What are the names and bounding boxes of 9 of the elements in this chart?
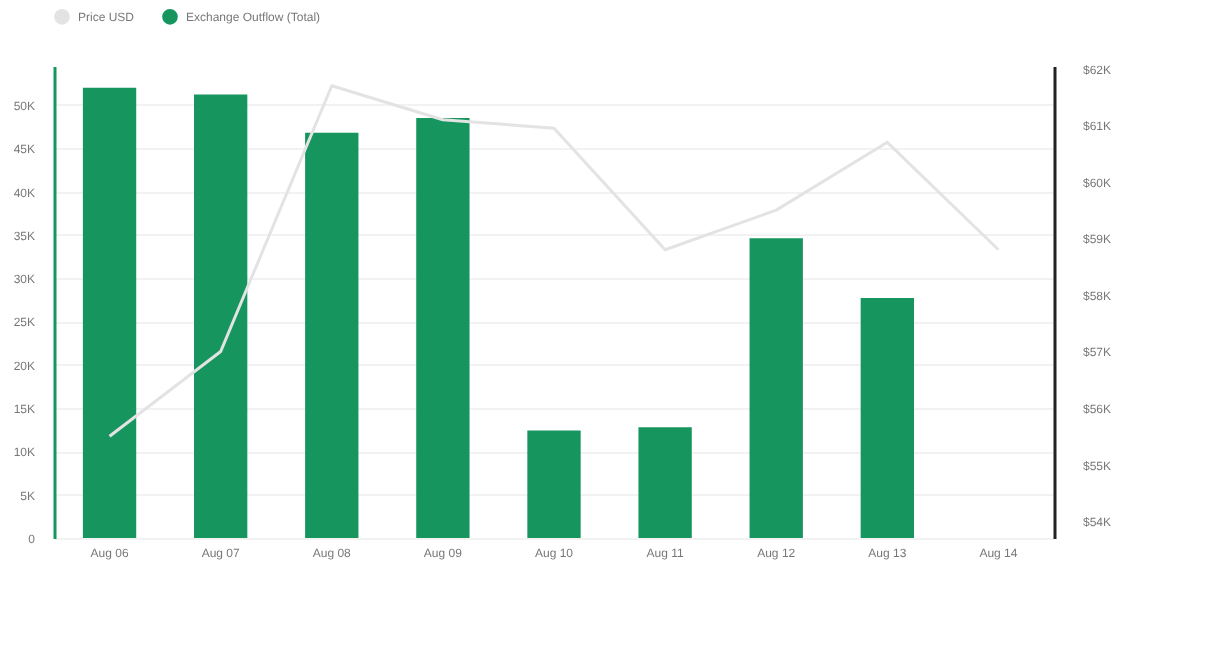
bar	[860, 298, 914, 538]
bar	[194, 94, 248, 538]
bar	[527, 430, 581, 538]
bar	[416, 117, 470, 538]
bar	[749, 238, 803, 538]
bar	[305, 132, 359, 538]
bar	[82, 87, 137, 538]
line-series	[108, 84, 1000, 438]
bar	[638, 427, 692, 538]
